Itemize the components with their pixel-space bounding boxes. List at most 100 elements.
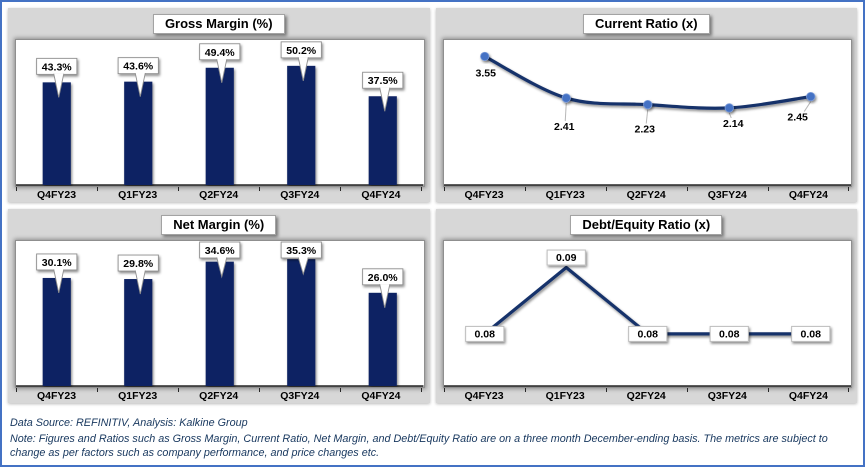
x-axis-label: Q4FY24 bbox=[788, 189, 828, 201]
axis-tick bbox=[686, 388, 688, 392]
bar bbox=[287, 259, 316, 386]
note-line: Note: Figures and Ratios such as Gross M… bbox=[10, 432, 828, 460]
axis-tick bbox=[443, 388, 445, 392]
leader-line bbox=[803, 101, 811, 112]
leader-line bbox=[645, 109, 648, 124]
chart-title-gross-margin: Gross Margin (%) bbox=[152, 14, 285, 34]
data-label: 37.5% bbox=[368, 75, 399, 87]
gross-margin-chart: 43.3% 43.6% 49.4% 50.2% 37.5% bbox=[15, 39, 425, 187]
data-point-marker bbox=[724, 103, 734, 113]
series-line bbox=[482, 265, 812, 336]
callout-tail bbox=[53, 73, 65, 98]
panel-net-margin: Net Margin (%) 30.1% 29.8% 34.6% 35.3% 26.0%… bbox=[8, 209, 430, 403]
debt-equity-ratio-chart: 0.08 0.09 0.08 0.08 0.08 bbox=[442, 240, 852, 388]
data-label: 2.23 bbox=[634, 124, 655, 136]
x-axis-label: Q4FY24 bbox=[361, 390, 401, 402]
axis-tick bbox=[259, 388, 261, 392]
x-axis-current-ratio: Q4FY23 Q1FY23 Q2FY24 Q3FY24 Q4FY24 bbox=[443, 187, 849, 203]
x-axis-label: Q1FY23 bbox=[545, 189, 585, 201]
bar bbox=[368, 96, 397, 185]
bar bbox=[124, 81, 153, 185]
data-label-box bbox=[790, 325, 830, 342]
data-label: 0.09 bbox=[555, 252, 576, 264]
callout-tail bbox=[216, 257, 228, 279]
data-label: 3.55 bbox=[475, 67, 496, 79]
callout-tail bbox=[297, 257, 309, 276]
data-label: 2.41 bbox=[553, 121, 574, 133]
x-axis-gross-margin: Q4FY23 Q1FY23 Q2FY24 Q3FY24 Q4FY24 bbox=[16, 187, 422, 203]
axis-tick bbox=[524, 187, 526, 191]
callout-tail bbox=[216, 59, 228, 83]
data-label: 0.08 bbox=[800, 329, 821, 341]
x-axis-debt-equity-ratio: Q4FY23 Q1FY23 Q2FY24 Q3FY24 Q4FY24 bbox=[443, 388, 849, 404]
x-axis-label: Q4FY23 bbox=[36, 390, 77, 402]
bar bbox=[42, 82, 71, 185]
x-axis-label: Q2FY24 bbox=[626, 189, 666, 201]
chart-title-net-margin: Net Margin (%) bbox=[161, 215, 277, 235]
data-point-marker bbox=[561, 93, 571, 103]
chart-title-debt-equity-ratio: Debt/Equity Ratio (x) bbox=[570, 215, 723, 235]
callout-tail bbox=[297, 57, 309, 81]
x-axis-label: Q4FY23 bbox=[464, 189, 504, 201]
x-axis-label: Q2FY24 bbox=[199, 189, 239, 201]
data-label-box bbox=[709, 325, 749, 342]
data-label: 0.08 bbox=[474, 329, 495, 341]
callout-tail bbox=[134, 270, 146, 295]
bar bbox=[205, 67, 234, 185]
x-axis-label: Q3FY24 bbox=[280, 189, 320, 201]
data-label-box bbox=[546, 249, 586, 266]
bar bbox=[124, 279, 153, 386]
data-point-marker bbox=[479, 51, 489, 62]
data-point-marker bbox=[642, 100, 652, 110]
axis-tick bbox=[420, 388, 422, 392]
data-label: 2.14 bbox=[723, 118, 744, 130]
panel-gross-margin: Gross Margin (%) 43.3% 43.6% 49.4% 50.2% 37.… bbox=[8, 8, 430, 202]
data-label: 43.6% bbox=[123, 61, 154, 73]
data-label: 49.4% bbox=[205, 47, 236, 59]
x-axis-label: Q4FY24 bbox=[361, 189, 401, 201]
x-axis-label: Q4FY23 bbox=[36, 189, 77, 201]
x-axis-label: Q2FY24 bbox=[199, 390, 239, 402]
axis-tick bbox=[420, 187, 422, 191]
axis-tick bbox=[767, 388, 769, 392]
data-label: 35.3% bbox=[286, 245, 317, 257]
x-axis-label: Q2FY24 bbox=[626, 390, 666, 402]
axis-tick bbox=[259, 187, 261, 191]
data-label: 2.45 bbox=[787, 112, 808, 124]
panel-debt-equity-ratio: Debt/Equity Ratio (x) 0.08 0.09 0.08 0.08 0.… bbox=[435, 209, 857, 404]
axis-tick bbox=[340, 187, 342, 191]
data-label: 26.0% bbox=[368, 272, 399, 284]
x-axis-net-margin: Q4FY23 Q1FY23 Q2FY24 Q3FY24 Q4FY24 bbox=[16, 388, 422, 404]
axis-tick bbox=[443, 187, 445, 191]
data-point-marker bbox=[805, 91, 815, 102]
data-label: 29.8% bbox=[123, 258, 154, 270]
data-label-box bbox=[464, 325, 504, 342]
data-label: 0.08 bbox=[637, 329, 658, 341]
x-axis-label: Q3FY24 bbox=[280, 390, 320, 402]
axis-tick bbox=[97, 388, 99, 392]
x-axis-label: Q1FY23 bbox=[118, 390, 158, 402]
bar bbox=[42, 277, 71, 386]
axis-tick bbox=[178, 187, 180, 191]
leader-line bbox=[564, 103, 567, 122]
x-axis-label: Q4FY24 bbox=[788, 390, 828, 402]
x-axis-label: Q1FY23 bbox=[545, 390, 585, 402]
dashboard: Gross Margin (%) 43.3% 43.6% 49.4% 50.2% 37.… bbox=[8, 8, 857, 462]
footnote: Data Source: REFINITIV, Analysis: Kalkin… bbox=[8, 410, 857, 462]
callout-tail bbox=[379, 87, 391, 112]
axis-tick bbox=[686, 187, 688, 191]
axis-tick bbox=[848, 187, 849, 191]
data-source-line: Data Source: REFINITIV, Analysis: Kalkin… bbox=[10, 417, 248, 429]
data-label: 50.2% bbox=[286, 45, 317, 57]
bar bbox=[287, 65, 316, 185]
axis-tick bbox=[178, 388, 180, 392]
leader-line bbox=[728, 112, 732, 119]
axis-tick bbox=[340, 388, 342, 392]
net-margin-chart: 30.1% 29.8% 34.6% 35.3% 26.0% bbox=[15, 240, 425, 388]
bar bbox=[368, 292, 397, 386]
data-label: 0.08 bbox=[718, 329, 739, 341]
bar bbox=[205, 261, 234, 386]
data-label-box bbox=[627, 325, 667, 342]
callout-tail bbox=[53, 269, 65, 294]
